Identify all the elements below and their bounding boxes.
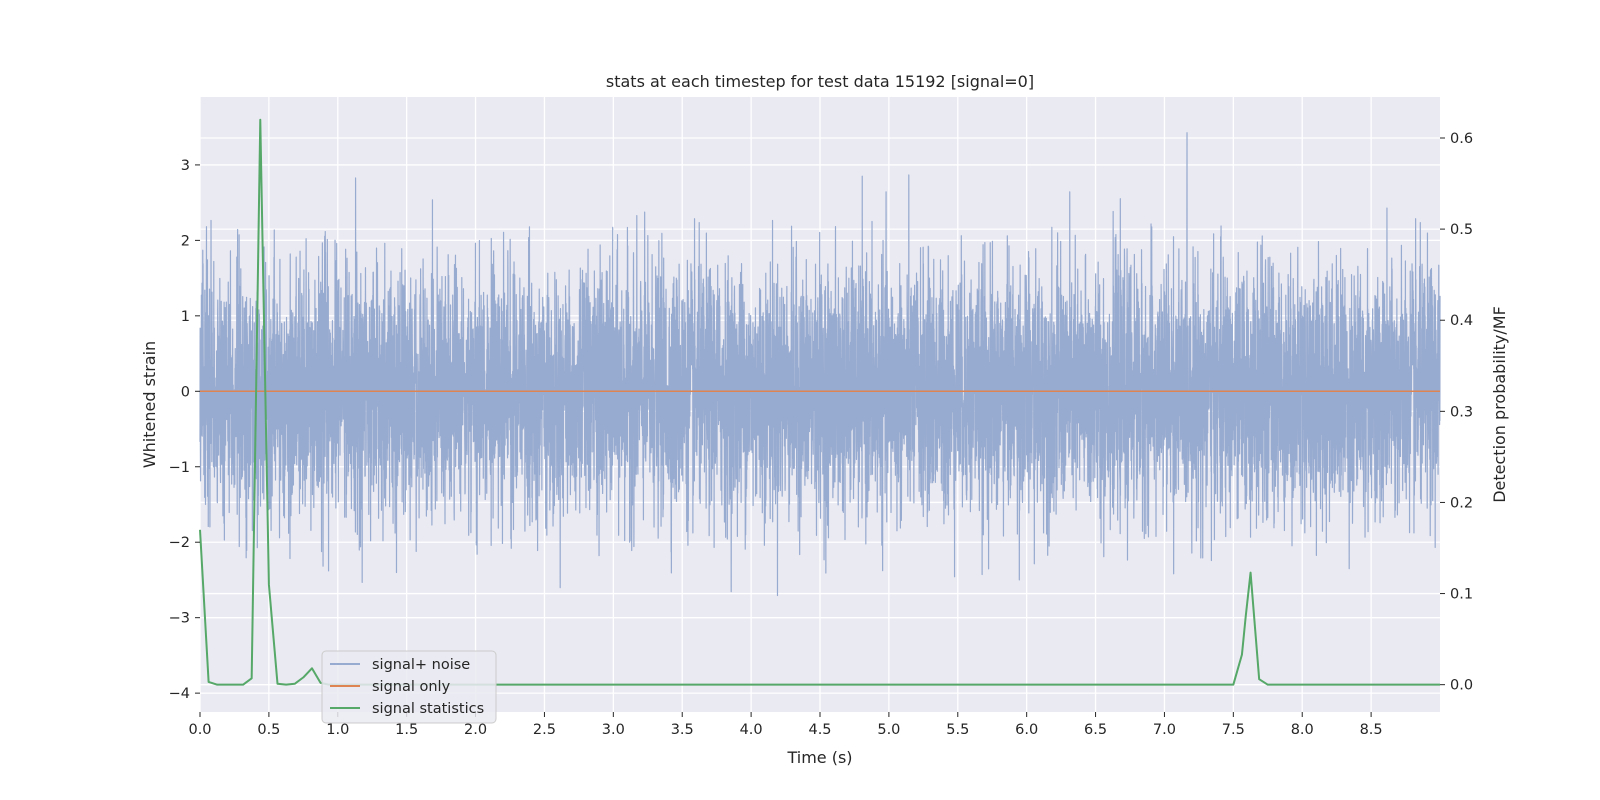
legend-box (321, 650, 497, 724)
y-axis-right-label: Detection probability/MF (1490, 306, 1509, 503)
x-tick-label: 0.0 (188, 722, 211, 738)
y-right-tick-label: 0.5 (1450, 222, 1473, 238)
y-right-tick-label: 0.0 (1450, 678, 1473, 694)
x-tick-label: 6.0 (1015, 722, 1038, 738)
y-axis-left-label: Whitened strain (140, 341, 159, 468)
y-left-tick-label: 1 (181, 309, 190, 325)
y-left-tick-label: −3 (169, 611, 190, 627)
y-right-tick-label: 0.6 (1450, 131, 1473, 147)
x-tick-label: 4.5 (808, 722, 831, 738)
x-tick-label: 8.5 (1360, 722, 1383, 738)
legend-label-signal-only: signal only (372, 679, 451, 695)
y-right-tick-label: 0.4 (1450, 313, 1473, 329)
x-axis-label: Time (s) (786, 748, 852, 767)
legend-label-signal-statistics: signal statistics (372, 701, 484, 717)
x-tick-label: 5.0 (877, 722, 900, 738)
x-tick-label: 3.0 (602, 722, 625, 738)
y-left-tick-label: −4 (169, 686, 190, 702)
y-left-tick-label: −1 (169, 460, 190, 476)
x-tick-label: 1.5 (395, 722, 418, 738)
y-right-tick-label: 0.2 (1450, 495, 1473, 511)
x-tick-label: 0.5 (257, 722, 280, 738)
y-left-tick-label: 3 (181, 158, 190, 174)
legend: signal+ noise signal only signal statist… (321, 650, 497, 724)
signal-noise-series (199, 132, 1441, 597)
signal-statistics-line (199, 118, 1440, 686)
x-tick-label: 8.0 (1291, 722, 1314, 738)
x-tick-label: 4.0 (740, 722, 763, 738)
x-tick-label: 7.5 (1222, 722, 1245, 738)
signal-noise-line (199, 132, 1441, 597)
x-tick-label: 7.0 (1153, 722, 1176, 738)
x-tick-label: 5.5 (946, 722, 969, 738)
x-tick-label: 2.0 (464, 722, 487, 738)
x-tick-label: 2.5 (533, 722, 556, 738)
y-left-tick-label: 0 (181, 384, 190, 400)
signal-statistics-series (199, 118, 1440, 686)
x-tick-label: 1.0 (326, 722, 349, 738)
x-tick-label: 6.5 (1084, 722, 1107, 738)
x-tick-label: 3.5 (671, 722, 694, 738)
y-right-tick-label: 0.1 (1450, 587, 1473, 603)
chart-title: stats at each timestep for test data 151… (606, 72, 1034, 91)
legend-label-signal-noise: signal+ noise (372, 657, 470, 673)
y-left-tick-label: −2 (169, 535, 190, 551)
y-right-tick-label: 0.3 (1450, 404, 1473, 420)
y-left-tick-label: 2 (181, 233, 190, 249)
axis-ticks: 0.0 0.5 1.0 1.5 2.0 2.5 3.0 3.5 4.0 4.5 5.0 5.5 6.0 6… (169, 131, 1473, 738)
